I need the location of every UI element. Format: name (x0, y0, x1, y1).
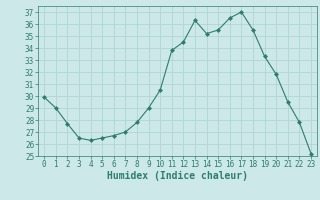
X-axis label: Humidex (Indice chaleur): Humidex (Indice chaleur) (107, 171, 248, 181)
